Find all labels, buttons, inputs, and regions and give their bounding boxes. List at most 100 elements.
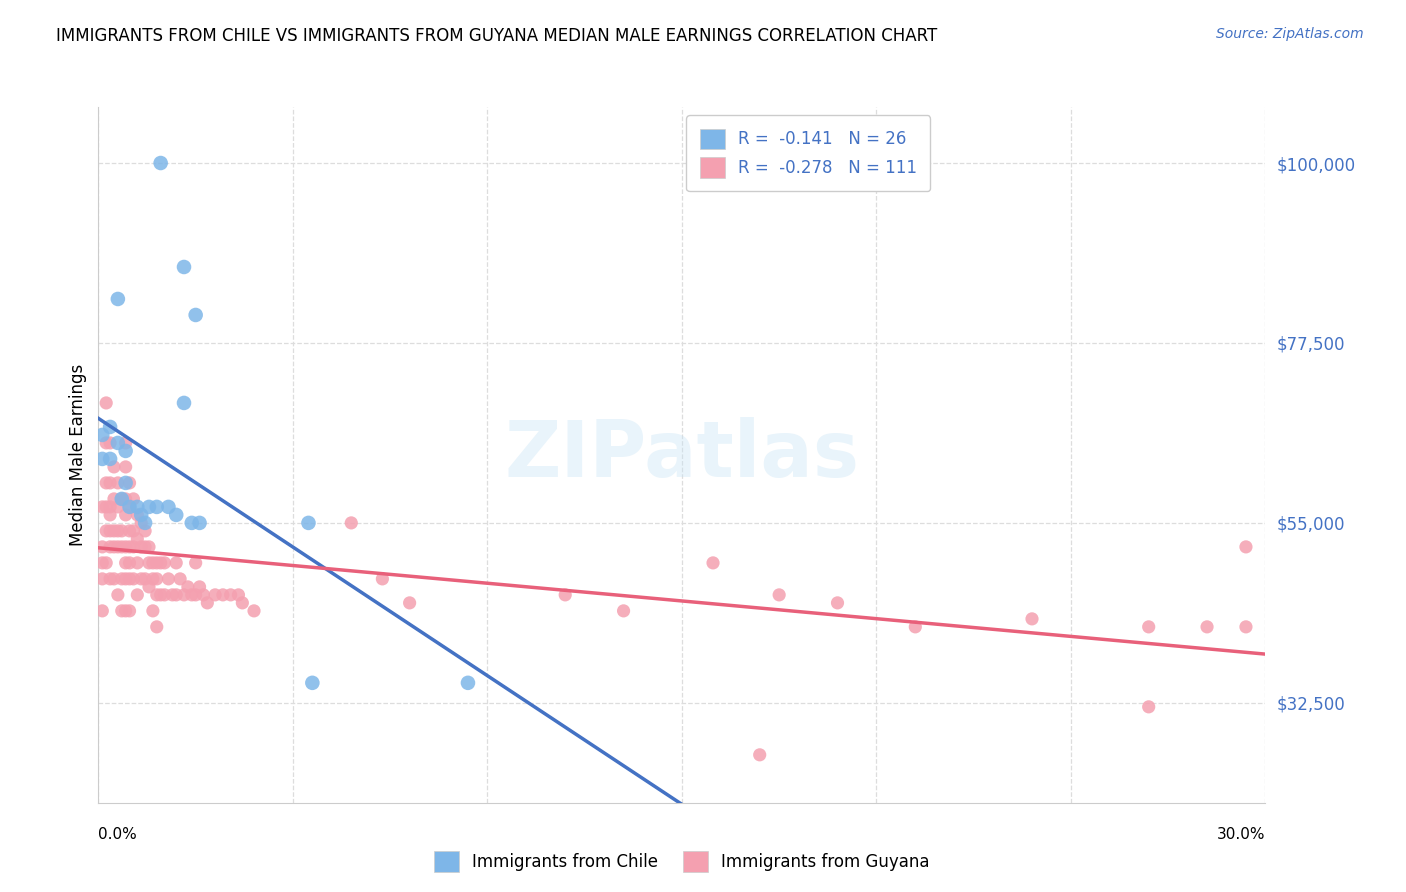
Point — [146, 588, 169, 602]
Point — [122, 572, 145, 586]
Point — [1021, 612, 1043, 626]
Point — [103, 572, 125, 586]
Point — [118, 500, 141, 514]
Point — [98, 451, 121, 466]
Point — [398, 596, 420, 610]
Point — [91, 572, 114, 586]
Point — [96, 396, 118, 410]
Point — [1234, 540, 1257, 554]
Point — [212, 588, 235, 602]
Point — [146, 572, 169, 586]
Point — [195, 596, 218, 610]
Point — [138, 556, 160, 570]
Point — [127, 556, 149, 570]
Point — [91, 604, 114, 618]
Point — [98, 572, 121, 586]
Point — [98, 436, 121, 450]
Point — [180, 516, 202, 530]
Point — [107, 540, 129, 554]
Point — [340, 516, 363, 530]
Point — [142, 572, 165, 586]
Point — [114, 444, 136, 458]
Point — [114, 475, 136, 490]
Point — [103, 524, 125, 538]
Point — [1137, 699, 1160, 714]
Point — [142, 556, 165, 570]
Point — [613, 604, 636, 618]
Point — [153, 556, 176, 570]
Point — [204, 588, 226, 602]
Point — [138, 580, 160, 594]
Point — [177, 580, 200, 594]
Text: Source: ZipAtlas.com: Source: ZipAtlas.com — [1216, 27, 1364, 41]
Point — [554, 588, 576, 602]
Point — [193, 588, 215, 602]
Point — [114, 604, 136, 618]
Point — [142, 604, 165, 618]
Point — [146, 500, 169, 514]
Point — [138, 540, 160, 554]
Point — [96, 556, 118, 570]
Point — [149, 556, 172, 570]
Point — [96, 524, 118, 538]
Point — [173, 396, 195, 410]
Point — [129, 572, 152, 586]
Point — [371, 572, 394, 586]
Point — [91, 556, 114, 570]
Point — [169, 572, 191, 586]
Point — [127, 508, 149, 522]
Point — [184, 556, 207, 570]
Point — [98, 524, 121, 538]
Point — [98, 500, 121, 514]
Point — [114, 459, 136, 474]
Point — [231, 596, 253, 610]
Text: 0.0%: 0.0% — [98, 827, 138, 841]
Point — [228, 588, 250, 602]
Point — [122, 524, 145, 538]
Point — [111, 540, 134, 554]
Point — [180, 588, 202, 602]
Point — [118, 500, 141, 514]
Point — [219, 588, 242, 602]
Point — [184, 308, 207, 322]
Point — [111, 491, 134, 506]
Text: IMMIGRANTS FROM CHILE VS IMMIGRANTS FROM GUYANA MEDIAN MALE EARNINGS CORRELATION: IMMIGRANTS FROM CHILE VS IMMIGRANTS FROM… — [56, 27, 938, 45]
Point — [111, 572, 134, 586]
Point — [165, 556, 187, 570]
Point — [173, 260, 195, 274]
Point — [127, 588, 149, 602]
Point — [702, 556, 724, 570]
Point — [122, 540, 145, 554]
Point — [114, 508, 136, 522]
Point — [904, 620, 927, 634]
Point — [103, 491, 125, 506]
Point — [103, 459, 125, 474]
Point — [96, 475, 118, 490]
Point — [146, 556, 169, 570]
Point — [118, 524, 141, 538]
Point — [134, 516, 156, 530]
Point — [98, 475, 121, 490]
Point — [127, 532, 149, 546]
Point — [165, 588, 187, 602]
Point — [114, 556, 136, 570]
Point — [149, 588, 172, 602]
Point — [91, 500, 114, 514]
Point — [114, 436, 136, 450]
Point — [297, 516, 319, 530]
Point — [748, 747, 770, 762]
Point — [114, 572, 136, 586]
Point — [107, 292, 129, 306]
Point — [107, 588, 129, 602]
Point — [153, 588, 176, 602]
Point — [107, 524, 129, 538]
Point — [165, 508, 187, 522]
Point — [157, 572, 180, 586]
Point — [134, 540, 156, 554]
Point — [1137, 620, 1160, 634]
Point — [162, 588, 184, 602]
Point — [98, 508, 121, 522]
Point — [134, 572, 156, 586]
Point — [827, 596, 849, 610]
Point — [129, 540, 152, 554]
